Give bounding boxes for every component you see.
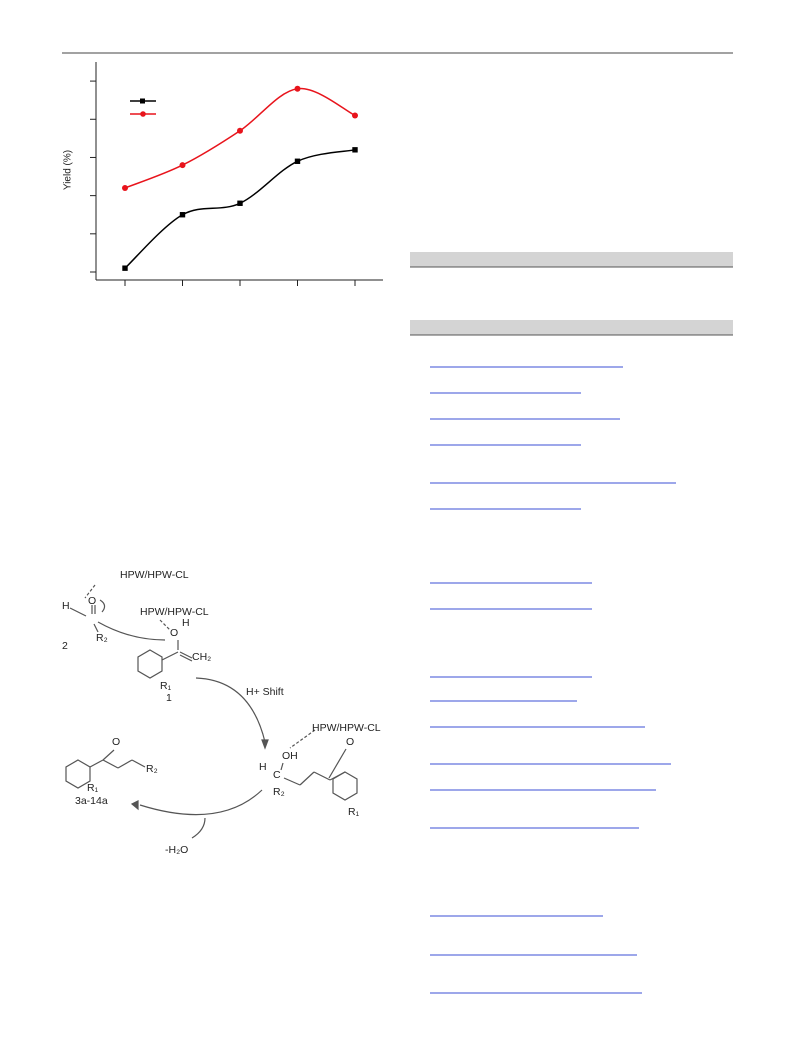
scheme-label: O — [88, 595, 96, 607]
scheme-label: 1 — [166, 692, 172, 704]
data-point — [294, 158, 301, 164]
scheme-label: H — [182, 617, 190, 629]
scheme-label: -H₂O — [165, 844, 188, 856]
ring — [137, 649, 163, 679]
scheme-label: R₂ — [146, 763, 158, 775]
series-line — [124, 149, 356, 269]
data-point — [179, 162, 186, 169]
scheme-label: R₂ — [273, 786, 285, 798]
scheme-label: HPW/HPW-CL — [120, 569, 189, 581]
scheme-label: R₁ — [87, 782, 99, 794]
y-axis-label: Yield (%) — [63, 150, 74, 190]
scheme-drawing — [65, 584, 358, 839]
scheme-label: HPW/HPW-CL — [312, 722, 381, 734]
scheme-label: H — [259, 761, 267, 773]
chart: Yield (%) — [63, 62, 383, 281]
scheme-label: HPW/HPW-CL — [140, 606, 209, 618]
scheme-label: R₁ — [160, 680, 172, 692]
legend-marker — [140, 111, 146, 117]
bond — [69, 607, 87, 617]
arrow — [97, 621, 166, 641]
bond — [131, 759, 146, 768]
data-point — [294, 85, 301, 92]
scheme-label: H+ Shift — [246, 686, 284, 698]
data-point — [122, 185, 128, 191]
series-line — [124, 87, 356, 189]
legend-marker — [140, 98, 145, 104]
data-point — [237, 127, 243, 134]
scheme-label: 2 — [62, 640, 68, 652]
bond — [313, 771, 331, 781]
arrow — [191, 817, 206, 839]
dash-bond — [84, 584, 96, 599]
bond — [328, 748, 347, 779]
scheme-label: R₁ — [348, 806, 360, 818]
table-header-bar — [410, 252, 733, 267]
data-point — [179, 212, 186, 218]
data-point — [352, 112, 358, 119]
reference-links — [430, 366, 676, 994]
data-point — [352, 147, 358, 153]
data-point — [122, 265, 128, 271]
bond — [280, 762, 284, 771]
bond — [102, 749, 115, 761]
plot — [90, 80, 358, 286]
scheme-label: 3a-14a — [75, 795, 108, 807]
scheme-label: R₂ — [96, 632, 108, 644]
arrow — [195, 677, 266, 743]
scheme-label: O — [170, 627, 178, 639]
bond — [299, 771, 315, 786]
scheme-label: C — [273, 769, 281, 781]
data-point — [237, 200, 243, 206]
table-header-bar — [410, 320, 733, 335]
bond — [179, 651, 193, 659]
arrowhead — [130, 800, 139, 811]
bond — [117, 759, 133, 769]
arrow — [139, 789, 263, 816]
dash-bond — [159, 619, 171, 631]
bond — [283, 777, 301, 786]
scheme-label: O — [346, 736, 354, 748]
curved-arrow — [99, 599, 106, 613]
scheme-label: H — [62, 600, 70, 612]
bond — [89, 759, 104, 768]
scheme-label: O — [112, 736, 120, 748]
bond — [102, 759, 119, 769]
bond — [93, 623, 99, 633]
scheme-label: OH — [282, 750, 298, 762]
scheme-label: CH₂ — [192, 651, 211, 663]
dash-bond — [289, 729, 316, 749]
ring — [332, 771, 358, 801]
bond — [161, 651, 179, 661]
arrowhead — [261, 739, 269, 750]
bond — [179, 654, 193, 662]
